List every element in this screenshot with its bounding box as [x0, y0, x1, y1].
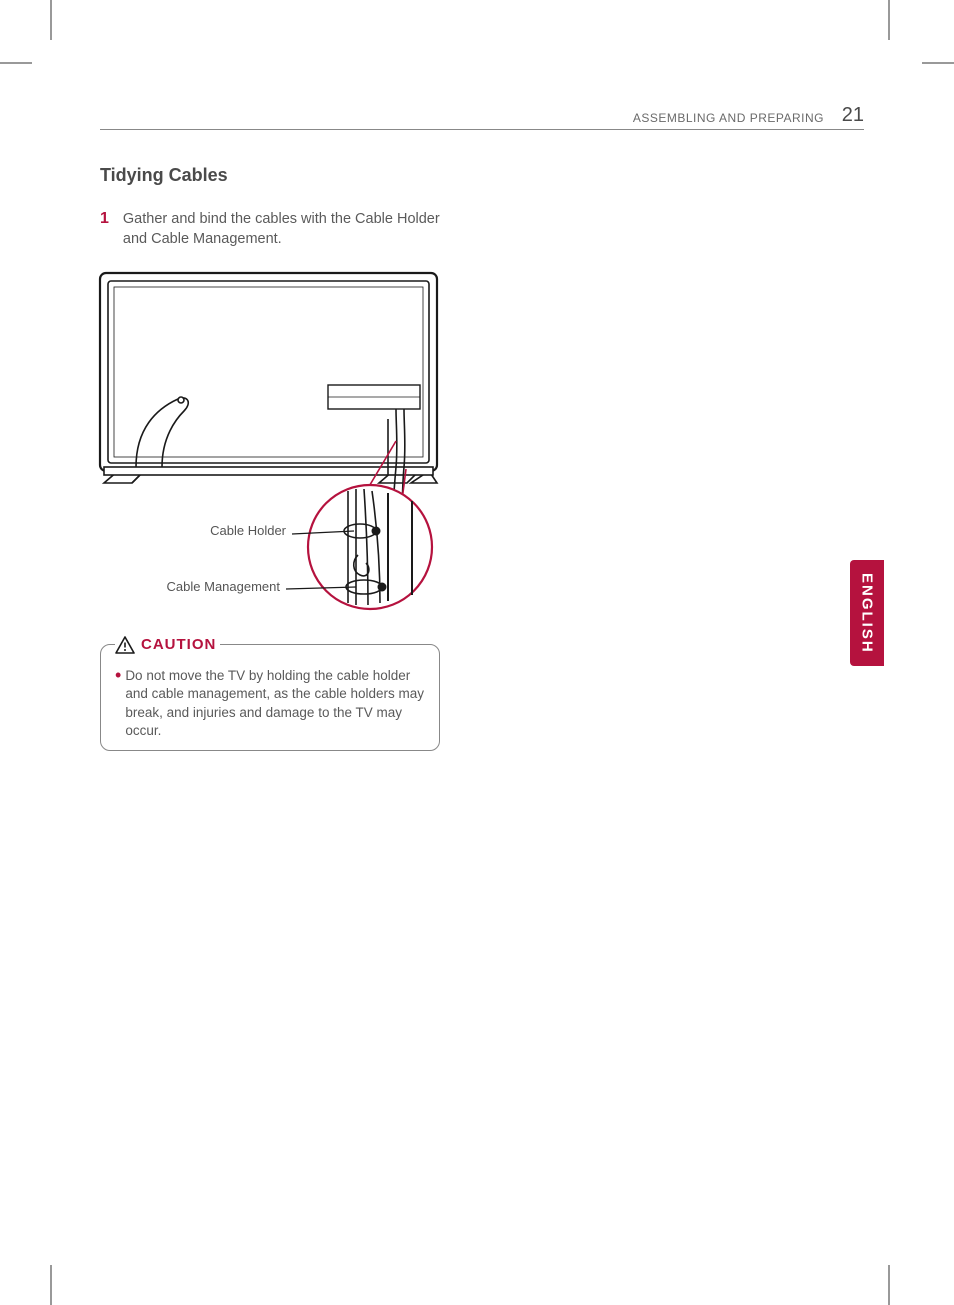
page-header: ASSEMBLING AND PREPARING 21: [100, 104, 864, 130]
language-label: ENGLISH: [859, 573, 876, 654]
language-tab: ENGLISH: [850, 560, 884, 666]
tv-diagram-svg: [96, 269, 441, 614]
main-content: Tidying Cables 1 Gather and bind the cab…: [100, 165, 460, 751]
section-title: ASSEMBLING AND PREPARING: [633, 111, 824, 125]
step-number: 1: [100, 210, 109, 249]
step-text: Gather and bind the cables with the Cabl…: [123, 210, 460, 249]
step-1: 1 Gather and bind the cables with the Ca…: [100, 210, 460, 249]
tv-cable-figure: Cable Holder Cable Management: [96, 269, 441, 614]
caution-bullet: • Do not move the TV by holding the cabl…: [115, 667, 425, 740]
callout-cable-holder: Cable Holder: [96, 523, 286, 538]
caution-label: CAUTION: [115, 635, 220, 655]
page-number: 21: [842, 104, 864, 127]
caution-label-text: CAUTION: [141, 635, 216, 655]
heading-tidying-cables: Tidying Cables: [100, 165, 460, 186]
caution-box: CAUTION • Do not move the TV by holding …: [100, 644, 440, 751]
callout-cable-management: Cable Management: [96, 579, 280, 594]
caution-text: Do not move the TV by holding the cable …: [125, 667, 425, 740]
bullet-icon: •: [115, 667, 121, 740]
warning-icon: [115, 636, 135, 654]
